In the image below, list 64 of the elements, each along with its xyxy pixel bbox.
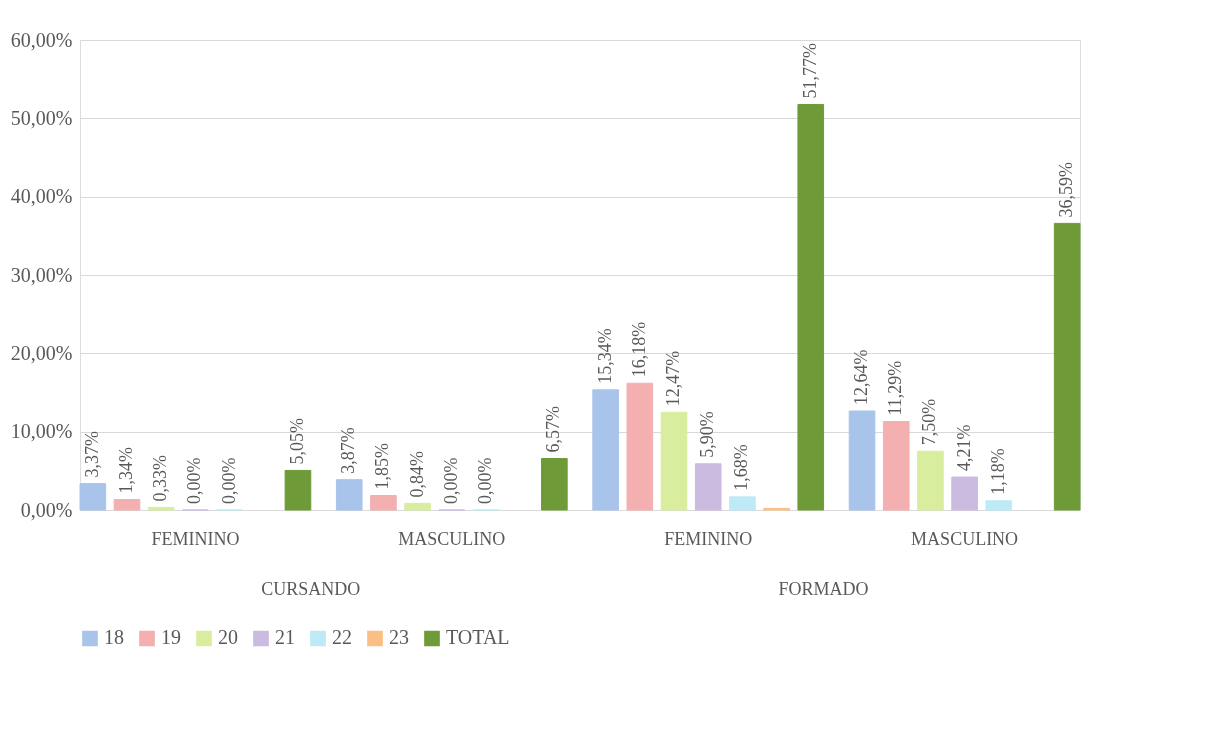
text: FORMADO <box>778 579 869 599</box>
data-label: 12,47% <box>663 350 684 407</box>
bar <box>917 450 944 511</box>
data-label: 16,18% <box>628 321 649 378</box>
legend-label: 19 <box>161 626 181 649</box>
data-label: 7,50% <box>919 398 940 446</box>
data-label: 1,18% <box>987 448 1008 495</box>
data-label: 0,00% <box>218 457 239 504</box>
x-tick-label: MASCULINO <box>911 528 1019 549</box>
y-tick-label: 50,00% <box>10 106 73 129</box>
y-tick-label: 10,00% <box>10 420 73 443</box>
data-label: 0,33% <box>150 454 171 502</box>
data-label: 12,64% <box>851 349 872 405</box>
data-label: 6,57% <box>543 406 564 453</box>
bar <box>729 496 756 511</box>
bar <box>284 469 312 511</box>
x-tick-label: FEMININO <box>151 528 240 549</box>
bar <box>985 500 1013 511</box>
y-tick-label: 40,00% <box>10 185 73 208</box>
data-label: 36,59% <box>1056 161 1077 218</box>
data-label: 0,00% <box>184 457 205 504</box>
y-tick-label: 60,00% <box>10 28 73 51</box>
data-label: 4,21% <box>953 424 974 472</box>
x-tick-label: MASCULINO <box>398 528 506 549</box>
bar <box>626 382 654 511</box>
bar <box>79 483 107 511</box>
legend-label: TOTAL <box>446 626 510 649</box>
x-tick-label: FEMININO <box>664 528 753 549</box>
bar <box>147 506 175 511</box>
legend-label: 22 <box>332 626 352 649</box>
legend-label: 20 <box>218 626 238 649</box>
data-label: 3,87% <box>338 427 359 474</box>
data-label: 5,90% <box>697 411 718 458</box>
data-label: 1,34% <box>116 447 137 494</box>
data-label: 1,68% <box>731 444 752 491</box>
bar <box>404 502 431 511</box>
y-tick-label: 0,00% <box>20 498 73 521</box>
data-label: 5,05% <box>286 417 307 465</box>
data-label: 15,34% <box>594 328 615 384</box>
y-tick-label: 30,00% <box>10 263 73 286</box>
bar <box>1053 222 1081 511</box>
legend-label: 21 <box>275 626 295 649</box>
bar <box>797 103 825 511</box>
data-label: 0,00% <box>440 457 461 504</box>
data-label: 0,00% <box>474 457 495 504</box>
bar <box>848 410 876 511</box>
data-label: 3,37% <box>81 431 102 478</box>
bar <box>592 389 619 511</box>
data-label: 11,29% <box>885 360 906 416</box>
data-label: 0,84% <box>406 450 427 498</box>
bar <box>951 476 978 511</box>
data-label: 1,85% <box>372 443 393 490</box>
bar <box>882 421 910 511</box>
text: CURSANDO <box>261 579 361 599</box>
bar <box>370 495 397 511</box>
bar <box>660 411 688 511</box>
bar <box>694 463 722 511</box>
data-label: 51,77% <box>799 42 820 99</box>
legend-label: 23 <box>389 626 409 649</box>
bar <box>335 479 363 511</box>
y-tick-label: 20,00% <box>10 341 73 364</box>
bar <box>113 499 141 511</box>
legend-label: 18 <box>104 626 124 649</box>
bar <box>541 458 568 511</box>
